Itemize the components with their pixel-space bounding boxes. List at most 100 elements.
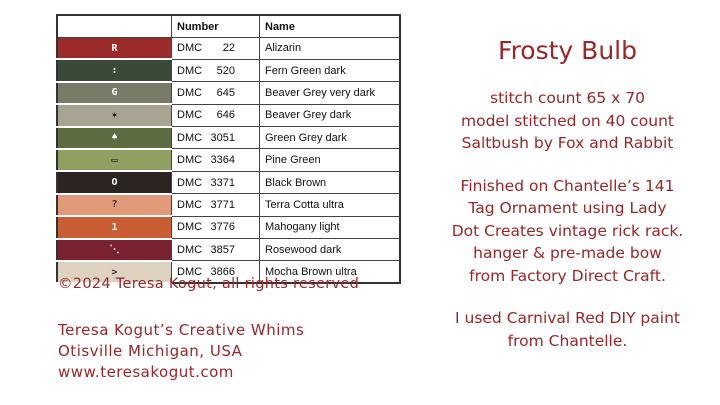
stitch-symbol: ✶ — [111, 109, 118, 121]
floss-code: 645 — [216, 86, 235, 99]
info-line: Tag Ornament using Lady — [468, 199, 667, 217]
table-header: Number Name — [56, 14, 401, 38]
floss-number: DMC 520 — [171, 58, 260, 83]
floss-name: Beaver Grey dark — [259, 103, 401, 128]
color-swatch: R — [56, 37, 172, 61]
table-row: ✶ DMC 646 Beaver Grey dark — [56, 103, 401, 128]
floss-code: 3371 — [210, 176, 235, 189]
floss-name: Black Brown — [259, 170, 401, 195]
stitch-symbol: 1 — [111, 221, 118, 233]
info-paragraph: I used Carnival Red DIY paint from Chante… — [415, 307, 720, 352]
floss-name: Terra Cotta ultra — [259, 193, 401, 217]
header-symbol — [56, 14, 172, 38]
floss-number: DMC 22 — [171, 37, 260, 60]
floss-number: DMC 3371 — [171, 170, 260, 195]
stitch-symbol: > — [111, 266, 118, 278]
table-row: O DMC 3371 Black Brown — [56, 170, 401, 195]
floss-code: 646 — [216, 109, 235, 122]
info-line: Saltbush by Fox and Rabbit — [461, 134, 674, 152]
stitch-symbol: R — [111, 42, 118, 54]
floss-code: 3857 — [210, 243, 235, 256]
color-swatch: G — [56, 81, 172, 106]
table-row: 1 DMC 3776 Mahogany light — [56, 215, 401, 240]
floss-code: 3776 — [210, 221, 235, 234]
table-row: ♠ DMC 3051 Green Grey dark — [56, 126, 401, 150]
floss-code: 3051 — [210, 131, 235, 144]
floss-number: DMC 3776 — [171, 215, 260, 240]
floss-code: 520 — [216, 64, 235, 77]
header-name: Name — [259, 14, 401, 38]
table-row: R DMC 22 Alizarin — [56, 37, 401, 61]
color-swatch: ? — [56, 193, 172, 218]
floss-code: 3866 — [210, 265, 235, 278]
floss-brand: DMC — [177, 176, 203, 189]
stitch-symbol: : — [111, 65, 118, 77]
pattern-info: Frosty Bulb stitch count 65 x 70 model st… — [415, 36, 720, 372]
floss-number: DMC 3866 — [171, 260, 260, 284]
designer-signature: Teresa Kogut’s Creative Whims Otisville … — [58, 320, 304, 383]
stitch-symbol: G — [111, 87, 118, 99]
info-line: Dot Creates vintage rick rack. — [451, 221, 684, 240]
stitch-symbol: ▭ — [111, 154, 118, 166]
floss-name: Mahogany light — [259, 215, 401, 240]
floss-brand: DMC — [177, 154, 203, 167]
info-paragraph: Finished on Chantelle’s 141 Tag Ornament … — [415, 175, 720, 288]
copyright-notice: ©2024 Teresa Kogut, all rights reserved — [58, 276, 360, 292]
floss-brand: DMC — [177, 243, 203, 256]
table-row: : DMC 520 Fern Green dark — [56, 58, 401, 83]
floss-legend-table: Number Name R DMC 22 Alizarin: DMC 520 Fer… — [56, 14, 401, 285]
floss-name: Fern Green dark — [259, 58, 401, 83]
floss-code: 3364 — [210, 154, 235, 167]
floss-code: 3771 — [210, 198, 235, 211]
floss-brand: DMC — [177, 265, 203, 278]
table-row: > DMC 3866 Mocha Brown ultra — [56, 260, 401, 285]
color-swatch: ✶ — [56, 103, 172, 128]
designer-location: Otisville Michigan, USA — [58, 342, 243, 360]
floss-brand: DMC — [177, 198, 203, 211]
color-swatch: > — [56, 260, 172, 285]
floss-brand: DMC — [177, 109, 203, 122]
floss-number: DMC 3364 — [171, 148, 260, 172]
floss-name: Rosewood dark — [259, 238, 401, 262]
info-line: hanger & pre-made bow — [473, 244, 662, 262]
info-line: model stitched on 40 count — [461, 111, 674, 130]
color-swatch: ▭ — [56, 148, 172, 173]
info-paragraph: stitch count 65 x 70 model stitched on 40… — [415, 87, 720, 155]
designer-website: www.teresakogut.com — [58, 363, 234, 381]
table-row: ▭ DMC 3364 Pine Green — [56, 148, 401, 173]
floss-number: DMC 3051 — [171, 126, 260, 150]
table-row: ? DMC 3771 Terra Cotta ultra — [56, 193, 401, 218]
floss-name: Beaver Grey very dark — [259, 81, 401, 105]
info-line: from Chantelle. — [507, 331, 628, 350]
floss-name: Alizarin — [259, 37, 401, 60]
stitch-symbol: ♠ — [111, 132, 118, 144]
color-swatch: ♠ — [56, 126, 172, 150]
stitch-symbol: ⋱ — [109, 244, 120, 256]
stitch-symbol: ? — [111, 199, 118, 211]
floss-brand: DMC — [177, 131, 203, 144]
pattern-title: Frosty Bulb — [498, 36, 637, 65]
color-swatch: ⋱ — [56, 238, 172, 262]
floss-number: DMC 646 — [171, 103, 260, 128]
floss-name: Green Grey dark — [259, 126, 401, 150]
floss-name: Pine Green — [259, 148, 401, 172]
color-swatch: : — [56, 58, 172, 83]
color-swatch: O — [56, 170, 172, 195]
info-line: Finished on Chantelle’s 141 — [460, 176, 675, 195]
floss-name: Mocha Brown ultra — [259, 260, 401, 284]
floss-number: DMC 645 — [171, 81, 260, 105]
table-row: ⋱ DMC 3857 Rosewood dark — [56, 238, 401, 262]
header-number: Number — [171, 14, 260, 38]
info-line: I used Carnival Red DIY paint — [455, 309, 680, 327]
table-row: G DMC 645 Beaver Grey very dark — [56, 81, 401, 106]
floss-number: DMC 3857 — [171, 238, 260, 262]
floss-code: 22 — [222, 42, 235, 55]
floss-brand: DMC — [177, 64, 203, 77]
info-line: stitch count 65 x 70 — [490, 89, 645, 107]
floss-brand: DMC — [177, 42, 203, 55]
designer-name: Teresa Kogut’s Creative Whims — [58, 321, 305, 339]
floss-brand: DMC — [177, 86, 203, 99]
floss-brand: DMC — [177, 221, 203, 234]
color-swatch: 1 — [56, 215, 172, 240]
info-line: from Factory Direct Craft. — [469, 266, 666, 285]
